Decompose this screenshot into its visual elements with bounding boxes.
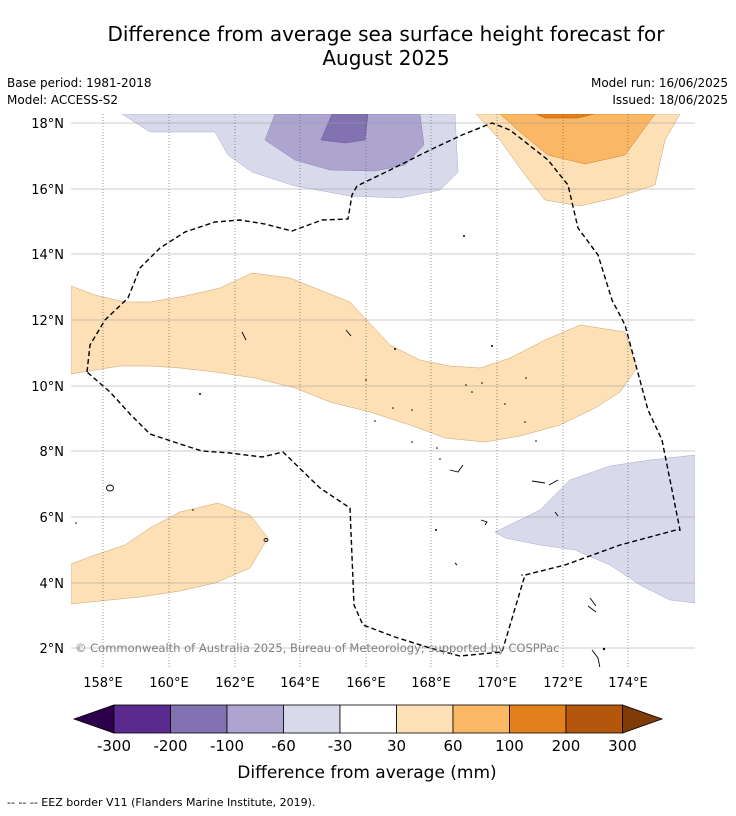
lon-label: 158°E <box>83 676 123 691</box>
contour-neg30-neg60-east <box>494 454 695 604</box>
colorbar-tick-label: 100 <box>495 737 524 755</box>
gridlines <box>102 114 629 667</box>
lat-label: 18°N <box>31 117 64 132</box>
colorbar-segment <box>452 704 510 734</box>
lat-label: 16°N <box>31 183 64 198</box>
colorbar-tick-label: 30 <box>387 737 406 755</box>
contour-neg100-neg200 <box>320 114 369 144</box>
lat-label: 12°N <box>31 314 64 329</box>
title-line-1: Difference from average sea surface heig… <box>107 22 665 46</box>
title-line-2: August 2025 <box>322 46 450 70</box>
colorbar-segment <box>283 704 341 734</box>
latitude-labels: 18°N 16°N 14°N 12°N 10°N 8°N 6°N 4°N 2°N <box>31 117 64 657</box>
colorbar-low-extension <box>72 704 115 734</box>
map-area: © Commonwealth of Australia 2025, Bureau… <box>71 114 695 667</box>
colorbar-tick-label: 200 <box>552 737 581 755</box>
colorbar-segment <box>339 704 397 734</box>
model-name: Model: ACCESS-S2 <box>7 93 119 107</box>
copyright-text: © Commonwealth of Australia 2025, Bureau… <box>75 641 559 655</box>
colorbar-tick-label: 60 <box>443 737 462 755</box>
colorbar-tick-label: -30 <box>328 737 353 755</box>
eez-border <box>86 122 681 657</box>
lon-label: 168°E <box>411 676 451 691</box>
lat-label: 4°N <box>40 577 65 592</box>
colorbar-segment <box>170 704 228 734</box>
contour-100-200 <box>535 114 595 119</box>
lon-label: 170°E <box>477 676 517 691</box>
map-title: Difference from average sea surface heig… <box>0 22 736 70</box>
lon-label: 164°E <box>280 676 320 691</box>
colorbar-tick-label: -100 <box>210 737 244 755</box>
longitude-labels: 158°E 160°E 162°E 164°E 166°E 168°E 170°… <box>83 676 648 691</box>
colorbar-tick-label: -300 <box>97 737 131 755</box>
colorbar-tick-label: -200 <box>153 737 187 755</box>
lon-label: 162°E <box>215 676 255 691</box>
islands <box>106 329 601 667</box>
colorbar-tick-label: -60 <box>271 737 296 755</box>
lat-label: 6°N <box>40 511 65 526</box>
lat-label: 14°N <box>31 248 64 263</box>
lon-label: 166°E <box>346 676 386 691</box>
colorbar-segment <box>226 704 284 734</box>
eez-legend: -- -- -- EEZ border V11 (Flanders Marine… <box>7 796 316 809</box>
contour-60-100 <box>499 114 656 165</box>
issued-date: Issued: 18/06/2025 <box>612 93 728 107</box>
meta-right: Model run: 16/06/2025 Issued: 18/06/2025 <box>591 75 728 109</box>
contour-30-60-band <box>71 272 638 443</box>
colorbar: -300 -200 -100 -60 -30 30 60 100 200 300 <box>72 704 664 755</box>
lon-label: 160°E <box>149 676 189 691</box>
colorbar-segment <box>113 704 171 734</box>
colorbar-tick-label: 300 <box>608 737 637 755</box>
colorbar-segment <box>396 704 454 734</box>
colorbar-label: Difference from average (mm) <box>237 763 496 783</box>
base-period: Base period: 1981-2018 <box>7 76 152 90</box>
lon-label: 172°E <box>543 676 583 691</box>
lon-label: 174°E <box>608 676 648 691</box>
colorbar-high-extension <box>622 704 664 734</box>
lat-label: 8°N <box>40 445 65 460</box>
colorbar-segment <box>509 704 567 734</box>
contour-30-60-patch <box>71 502 269 605</box>
lat-label: 10°N <box>31 380 64 395</box>
model-run: Model run: 16/06/2025 <box>590 76 728 90</box>
lat-label: 2°N <box>40 642 65 657</box>
meta-left: Base period: 1981-2018 Model: ACCESS-S2 <box>7 75 152 109</box>
colorbar-segment <box>565 704 623 734</box>
